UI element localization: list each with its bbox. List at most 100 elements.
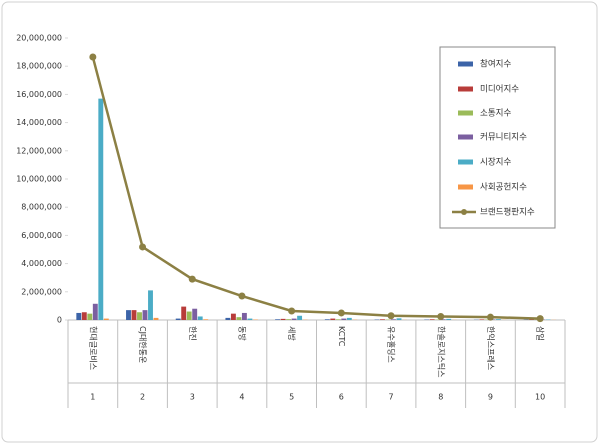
legend-swatch bbox=[458, 61, 473, 67]
bar bbox=[98, 98, 104, 320]
x-tick-label: 유수홀딩스 bbox=[387, 326, 397, 363]
rank-label: 4 bbox=[239, 393, 244, 402]
bar bbox=[241, 312, 247, 320]
bar bbox=[142, 310, 148, 320]
rank-label: 6 bbox=[339, 393, 344, 402]
bar bbox=[440, 319, 446, 320]
bar bbox=[103, 318, 109, 320]
x-tick-label: 한익스프레스 bbox=[486, 326, 496, 370]
bar bbox=[335, 319, 341, 320]
bar bbox=[175, 318, 181, 320]
bar bbox=[148, 290, 153, 320]
rank-label: 9 bbox=[488, 393, 493, 402]
bar bbox=[181, 306, 187, 320]
y-tick-label: 8,000,000 bbox=[21, 203, 62, 212]
bar bbox=[137, 312, 142, 320]
bar bbox=[446, 318, 452, 320]
x-tick-label: 현대글로비스 bbox=[88, 326, 97, 370]
bar bbox=[225, 317, 231, 320]
x-tick-label: 동방 bbox=[237, 326, 247, 341]
bar bbox=[286, 319, 292, 320]
y-tick-label: 10,000,000 bbox=[16, 175, 62, 184]
bar bbox=[92, 303, 98, 320]
x-tick-label: KCTC bbox=[337, 326, 346, 347]
y-tick-label: 6,000,000 bbox=[21, 231, 62, 240]
line bbox=[91, 56, 541, 320]
legend-swatch bbox=[458, 110, 473, 116]
rank-label: 3 bbox=[190, 393, 195, 402]
bar bbox=[81, 312, 87, 320]
bar bbox=[192, 308, 198, 320]
legend-swatch bbox=[458, 86, 473, 92]
y-tick-label: 20,000,000 bbox=[16, 34, 62, 43]
line-marker bbox=[188, 275, 196, 283]
bar bbox=[495, 319, 501, 320]
bar bbox=[380, 319, 385, 320]
line-marker bbox=[387, 312, 395, 320]
bar bbox=[396, 318, 402, 320]
legend-label: 커뮤니티지수 bbox=[480, 132, 527, 143]
bar bbox=[346, 317, 352, 320]
bar bbox=[391, 319, 396, 320]
y-tick-label: 4,000,000 bbox=[21, 259, 62, 268]
x-tick-label: 삼일 bbox=[536, 326, 546, 341]
bar bbox=[153, 317, 159, 320]
line-marker bbox=[536, 315, 544, 323]
line-marker bbox=[139, 243, 147, 251]
bar bbox=[341, 318, 347, 320]
bar bbox=[197, 316, 203, 320]
bar bbox=[230, 313, 236, 320]
legend-swatch bbox=[458, 134, 473, 140]
line-marker bbox=[89, 53, 97, 61]
line-marker bbox=[288, 307, 296, 315]
rank-label: 1 bbox=[90, 393, 95, 402]
bar bbox=[186, 311, 192, 320]
bar bbox=[297, 315, 303, 320]
y-tick-label: 2,000,000 bbox=[21, 287, 62, 296]
bar bbox=[87, 313, 93, 320]
legend-label: 소통지수 bbox=[480, 109, 511, 119]
bar bbox=[247, 318, 253, 320]
y-tick-label: 14,000,000 bbox=[16, 118, 62, 127]
x-tick-label: CJ대한통운 bbox=[138, 326, 147, 363]
y-tick-label: 12,000,000 bbox=[16, 146, 62, 155]
legend-label: 브랜드평판지수 bbox=[480, 207, 535, 218]
rank-label: 8 bbox=[438, 393, 443, 402]
legend-label: 사회공헌지수 bbox=[480, 183, 527, 193]
y-tick-label: 18,000,000 bbox=[16, 62, 62, 71]
bar bbox=[490, 319, 496, 320]
line-marker bbox=[437, 312, 445, 320]
bar bbox=[324, 319, 330, 320]
x-tick-label: 한진 bbox=[188, 326, 198, 341]
bar bbox=[203, 319, 209, 320]
legend-swatch bbox=[458, 159, 473, 165]
rank-label: 10 bbox=[535, 393, 545, 402]
bar bbox=[330, 318, 336, 320]
bar bbox=[429, 319, 435, 320]
legend-label: 미디어지수 bbox=[480, 84, 519, 95]
bar bbox=[131, 310, 137, 320]
legend-swatch bbox=[461, 209, 467, 215]
x-tick-label: 한솔로지스틱스 bbox=[436, 326, 446, 378]
rank-label: 7 bbox=[389, 393, 394, 402]
bar bbox=[236, 317, 242, 320]
y-tick-label: 16,000,000 bbox=[16, 90, 62, 99]
bar bbox=[76, 312, 82, 320]
rank-label: 5 bbox=[289, 393, 294, 402]
legend-label: 참여지수 bbox=[480, 59, 511, 70]
legend-swatch bbox=[458, 184, 473, 190]
y-tick-label: 0 bbox=[57, 316, 62, 325]
bar bbox=[280, 318, 286, 320]
bar bbox=[275, 319, 281, 320]
line-marker bbox=[337, 309, 345, 317]
legend-label: 시장지수 bbox=[480, 157, 511, 168]
bar bbox=[479, 319, 485, 320]
bar bbox=[126, 310, 131, 320]
x-tick-label: 세방 bbox=[287, 326, 297, 341]
bar bbox=[291, 318, 297, 320]
line-marker bbox=[486, 313, 494, 321]
line-marker bbox=[238, 292, 246, 300]
rank-label: 2 bbox=[140, 393, 145, 402]
